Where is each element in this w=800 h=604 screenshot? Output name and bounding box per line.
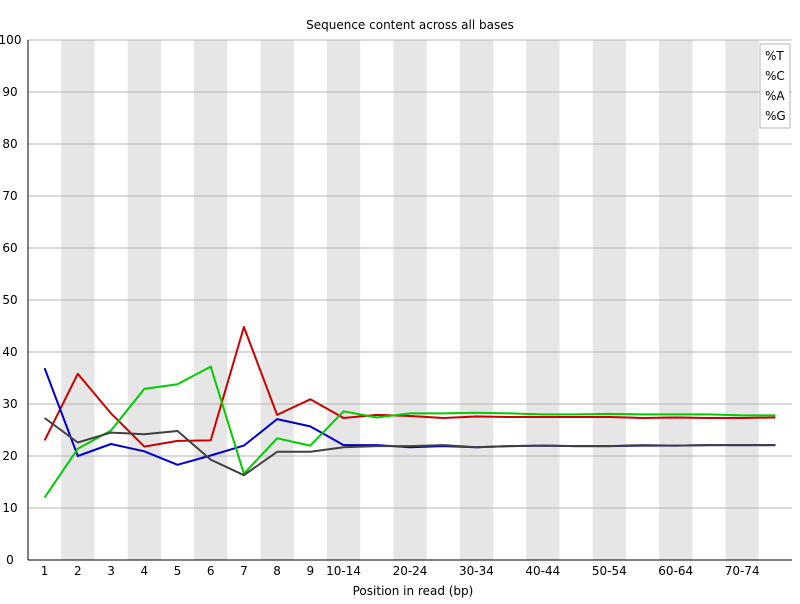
x-tick-label: 10-14 [326,564,361,578]
series-line-g [44,417,776,477]
y-tick-label: 10 [2,501,17,515]
x-tick-label: 60-64 [658,564,693,578]
x-tick-label: 2 [74,564,82,578]
x-tick-label: 30-34 [459,564,494,578]
y-tick-label: 80 [2,137,17,151]
legend-box [759,43,791,129]
x-tick-label: 4 [140,564,148,578]
x-tick-label: 3 [107,564,115,578]
x-tick-label: 5 [174,564,182,578]
legend-entry: %C [765,69,785,83]
chart-title: Sequence content across all bases [306,18,514,32]
grid-layer [28,39,792,509]
series-line-a [43,365,776,499]
x-tick-label: 50-54 [592,564,627,578]
legend-entry: %G [765,109,786,123]
y-tick-label: 90 [2,85,17,99]
series-layer [43,326,776,499]
series-line-t [43,326,776,448]
y-tick-label: 0 [6,553,14,567]
x-tick-label: 1 [41,564,49,578]
axes-layer: 0 10 20 30 40 50 60 70 80 90 100 1 2 3 4 5 6 7 8 9 10-14 20-2… [0,33,792,578]
x-tick-label: 8 [273,564,281,578]
y-tick-label: 50 [2,293,17,307]
x-tick-label: 6 [207,564,215,578]
x-tick-label: 7 [240,564,248,578]
y-tick-label: 60 [2,241,17,255]
y-tick-label: 40 [2,345,17,359]
y-tick-label: 70 [2,189,17,203]
y-tick-label: 30 [2,397,17,411]
y-tick-label: 20 [2,449,17,463]
x-tick-label: 70-74 [725,564,760,578]
legend-entry: %T [765,49,784,63]
legend-entry: %A [765,89,785,103]
legend: %T %C %A %G [759,43,791,129]
x-tick-label: 40-44 [525,564,560,578]
x-axis-label: Position in read (bp) [353,584,474,598]
x-tick-label: 20-24 [393,564,428,578]
y-tick-label: 100 [0,33,21,47]
x-tick-label: 9 [307,564,315,578]
